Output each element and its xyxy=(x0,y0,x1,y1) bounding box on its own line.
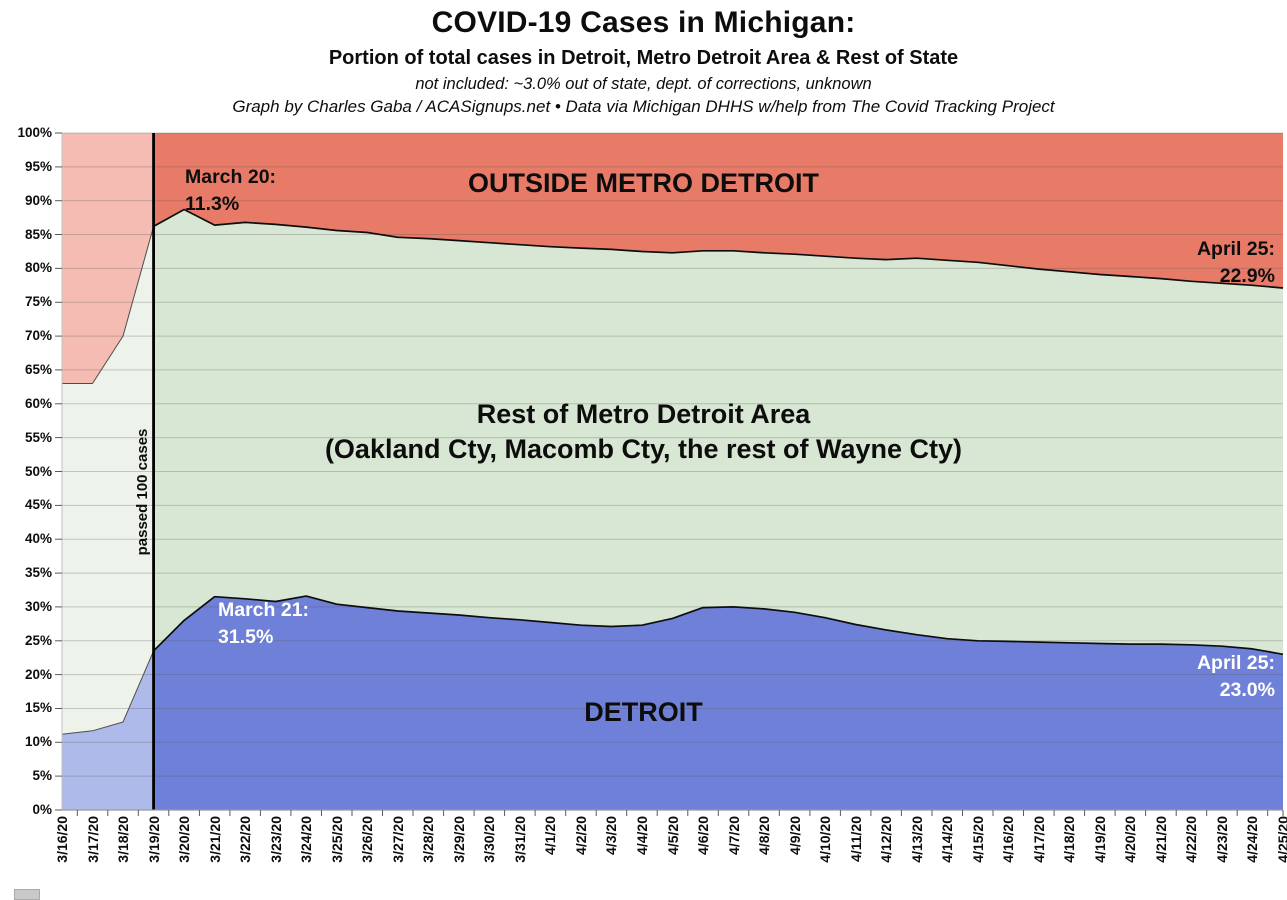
y-axis-tick-label: 30% xyxy=(24,598,52,614)
x-axis-tick-label: 4/6/20 xyxy=(695,816,712,855)
y-axis-tick-label: 70% xyxy=(24,328,52,344)
annotation-april25-detroit-value: 23.0% xyxy=(1219,679,1275,701)
x-axis-tick-label: 3/21/20 xyxy=(206,816,223,863)
y-axis-tick-label: 60% xyxy=(24,395,52,411)
x-axis-tick-label: 4/16/20 xyxy=(1000,816,1017,863)
x-axis-tick-label: 4/7/20 xyxy=(725,816,742,855)
annotation-april25-detroit-date: April 25: xyxy=(1196,652,1275,674)
x-axis-tick-label: 4/19/20 xyxy=(1091,816,1108,863)
x-axis-tick-label: 3/22/20 xyxy=(237,816,254,863)
chart-title: COVID-19 Cases in Michigan: xyxy=(431,6,856,39)
region-label-outside-metro: OUTSIDE METRO DETROIT xyxy=(468,168,819,198)
x-axis-tick-label: 3/16/20 xyxy=(54,816,70,863)
x-axis-tick-label: 3/26/20 xyxy=(359,816,376,863)
y-axis-tick-label: 65% xyxy=(24,361,52,377)
x-axis-tick-label: 4/18/20 xyxy=(1061,816,1078,863)
x-axis-tick-label: 4/5/20 xyxy=(664,816,681,855)
x-axis-tick-label: 4/1/20 xyxy=(542,816,559,855)
y-axis-tick-label: 5% xyxy=(32,768,52,784)
annotation-march21-date: March 21: xyxy=(218,599,310,621)
detroit-area xyxy=(153,596,1284,810)
x-axis-tick-label: 4/14/20 xyxy=(939,816,956,863)
outside-metro-area xyxy=(153,133,1284,288)
y-axis-tick-label: 0% xyxy=(32,802,52,817)
annotation-passed-100-cases: passed 100 cases xyxy=(134,428,151,556)
x-axis-tick-label: 4/13/20 xyxy=(908,816,925,863)
x-axis-tick-label: 4/12/20 xyxy=(878,816,895,863)
x-axis-tick-label: 3/19/20 xyxy=(145,816,162,863)
x-axis-tick-label: 3/29/20 xyxy=(450,816,467,863)
y-axis-tick-label: 40% xyxy=(24,531,52,547)
legend-fragment xyxy=(14,889,40,900)
detroit-area-pre100 xyxy=(62,650,154,810)
x-axis-tick-label: 4/25/20 xyxy=(1275,816,1287,863)
y-axis-tick-label: 95% xyxy=(24,158,52,174)
annotation-march20-date: March 20: xyxy=(185,166,277,188)
detroit-boundary-line xyxy=(152,595,1284,656)
y-axis-tick-label: 50% xyxy=(24,463,52,479)
annotation-april25-outside-date: April 25: xyxy=(1196,238,1275,260)
stacked-area-plot xyxy=(55,132,1284,816)
x-axis-tick-label: 3/25/20 xyxy=(328,816,345,863)
y-axis-tick-label: 80% xyxy=(24,260,52,276)
x-axis-tick-label: 3/23/20 xyxy=(267,816,284,863)
x-axis-tick-label: 4/21/20 xyxy=(1152,816,1169,863)
x-axis-tick-label: 4/23/20 xyxy=(1213,816,1230,863)
x-axis-tick-label: 3/20/20 xyxy=(176,816,193,863)
annotation-march20: March 20: 11.3% xyxy=(185,164,276,218)
x-axis-tick-label: 4/2/20 xyxy=(572,816,589,855)
y-axis-tick-label: 15% xyxy=(24,700,52,716)
metro-boundary-line xyxy=(153,208,1284,289)
x-axis-tick-label: 3/27/20 xyxy=(389,816,406,863)
x-axis-tick-label: 3/17/20 xyxy=(84,816,101,863)
detroit-boundary-pre100 xyxy=(61,650,155,735)
x-axis-tick-label: 3/18/20 xyxy=(115,816,132,863)
annotation-april25-detroit: April 25: 23.0% xyxy=(1197,650,1275,704)
annotation-march21-value: 31.5% xyxy=(218,626,274,648)
annotation-march20-value: 11.3% xyxy=(185,193,240,215)
x-axis-tick-label: 4/8/20 xyxy=(756,816,773,855)
rest-metro-area-pre100 xyxy=(62,226,154,735)
annotation-march21: March 21: 31.5% xyxy=(218,597,309,651)
chart-credit: Graph by Charles Gaba / ACASignups.net •… xyxy=(232,97,1055,116)
y-axis-tick-label: 10% xyxy=(24,734,52,750)
x-axis-tick-label: 3/28/20 xyxy=(420,816,437,863)
rest-metro-area xyxy=(153,209,1284,655)
y-axis-tick-label: 20% xyxy=(24,666,52,682)
x-axis-tick-label: 4/3/20 xyxy=(603,816,620,855)
chart-note: not included: ~3.0% out of state, dept. … xyxy=(415,75,872,93)
x-axis-tick-label: 4/20/20 xyxy=(1122,816,1139,863)
y-axis-tick-label: 100% xyxy=(17,125,52,140)
x-axis-tick-label: 4/17/20 xyxy=(1030,816,1047,863)
y-axis-tick-label: 25% xyxy=(24,632,52,648)
outside-metro-area-pre100 xyxy=(62,133,154,384)
y-axis-tick-label: 45% xyxy=(24,497,52,513)
chart-subtitle: Portion of total cases in Detroit, Metro… xyxy=(328,47,959,69)
y-axis-tick-label: 55% xyxy=(24,429,52,445)
x-axis-tick-label: 4/22/20 xyxy=(1183,816,1200,863)
x-axis-tick-label: 4/11/20 xyxy=(847,816,864,862)
x-axis-tick-label: 3/30/20 xyxy=(481,816,498,863)
x-axis-tick-label: 4/4/20 xyxy=(633,816,650,855)
x-axis-tick-label: 4/9/20 xyxy=(786,816,803,855)
annotation-april25-outside-value: 22.9% xyxy=(1219,265,1275,287)
region-label-rest-metro-line1: Rest of Metro Detroit Area xyxy=(476,399,811,429)
y-axis-tick-label: 75% xyxy=(24,294,52,310)
x-axis-tick-label: 3/31/20 xyxy=(511,816,528,863)
x-axis-tick-label: 4/24/20 xyxy=(1244,816,1261,863)
y-axis-tick-label: 35% xyxy=(24,565,52,581)
metro-boundary-pre100 xyxy=(62,226,155,384)
region-label-detroit: DETROIT xyxy=(584,697,703,727)
region-label-rest-metro-line2: (Oakland Cty, Macomb Cty, the rest of Wa… xyxy=(324,434,963,464)
y-axis-tick-label: 90% xyxy=(24,192,52,208)
x-axis-tick-label: 4/10/20 xyxy=(817,816,834,863)
x-axis-tick-label: 4/15/20 xyxy=(969,816,986,863)
y-axis-tick-label: 85% xyxy=(24,226,52,242)
annotation-april25-outside: April 25: 22.9% xyxy=(1197,236,1275,290)
x-axis-tick-label: 3/24/20 xyxy=(298,816,315,863)
